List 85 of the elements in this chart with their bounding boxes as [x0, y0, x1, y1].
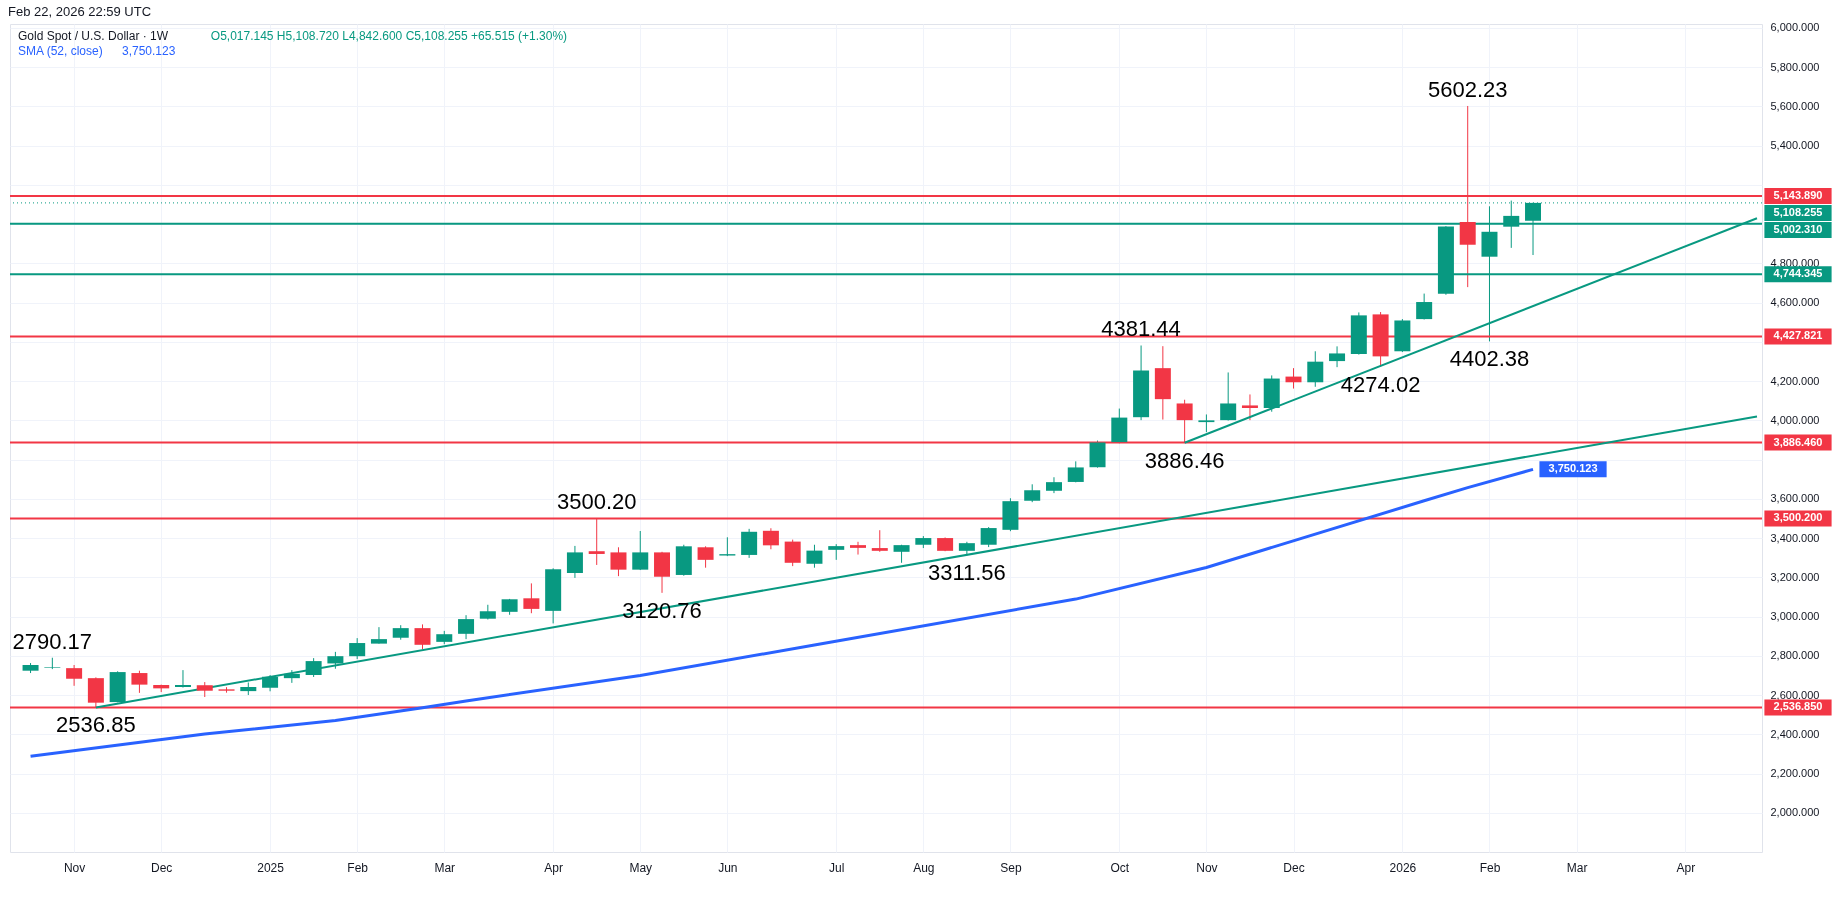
candlestick: [174, 669, 191, 689]
candlestick: [1307, 350, 1324, 388]
x-tick-label: Dec: [1283, 860, 1305, 875]
x-tick-label: Mar: [1566, 860, 1588, 875]
candlestick: [458, 614, 475, 640]
ref-line-label: 5,108.255: [1773, 205, 1823, 218]
candlestick: [697, 545, 714, 569]
y-tick-label: 2,000.000: [1770, 806, 1820, 819]
x-tick-label: Nov: [63, 860, 86, 875]
y-tick-label: 5,800.000: [1770, 60, 1820, 73]
candlestick: [131, 670, 148, 694]
candlestick: [806, 544, 823, 569]
annotation: 2536.85: [56, 712, 136, 738]
candlestick: [632, 530, 649, 571]
candlestick: [1241, 393, 1258, 421]
data-label: 3,750.123: [1548, 462, 1598, 475]
ref-line-label: 3,886.460: [1773, 435, 1823, 448]
ref-line-label: 5,002.310: [1773, 222, 1823, 235]
text: SMA (52, close): [18, 44, 103, 58]
ref-line-label: 4,744.345: [1773, 267, 1823, 280]
candlestick: [349, 637, 366, 660]
annotation: O5,017.145 H5,108.720 L4,842.600 C5,108.255 +65.515 (+1.30%): [210, 29, 568, 43]
y-tick-label: 4,000.000: [1770, 413, 1820, 426]
y-tick-label: 5,400.000: [1770, 139, 1820, 152]
candlestick: [610, 546, 627, 577]
annotation: 3886.46: [1144, 447, 1225, 473]
candlestick: [414, 623, 431, 650]
x-tick-label: Sep: [1000, 860, 1022, 875]
x-tick-label: Oct: [1110, 860, 1130, 875]
candlestick: [283, 669, 300, 684]
y-tick-label: 6,000.000: [1770, 21, 1820, 34]
ref-line-label: 4,427.821: [1773, 329, 1823, 342]
x-tick-label: Jun: [718, 860, 738, 875]
y-tick-label: 3,000.000: [1770, 610, 1820, 623]
ref-line-label: 2,536.850: [1773, 700, 1823, 713]
chart-subtitle: Feb 22, 2026 22:59 UTC: [8, 4, 152, 19]
y-tick-label: 3,400.000: [1770, 531, 1820, 544]
x-tick-label: Dec: [151, 860, 173, 875]
annotation: 4274.02: [1340, 371, 1421, 397]
candlestick: [44, 657, 61, 670]
candlestick: [1220, 371, 1237, 422]
candlestick: [741, 528, 758, 559]
y-tick-label: 4,200.000: [1770, 374, 1820, 387]
y-tick-label: 2,400.000: [1770, 727, 1820, 740]
x-tick-label: 2026: [1389, 860, 1417, 875]
y-tick-label: 3,200.000: [1770, 570, 1820, 583]
candlestick: [66, 664, 83, 687]
annotation: 4381.44: [1101, 316, 1181, 342]
candlestick: [980, 526, 997, 548]
x-tick-label: Feb: [347, 860, 369, 875]
candlestick: [566, 545, 583, 579]
y-tick-label: 4,600.000: [1770, 296, 1820, 309]
x-tick-label: Aug: [913, 860, 935, 875]
candlestick: [784, 539, 801, 567]
annotation: 3311.56: [927, 560, 1006, 586]
y-tick-label: 2,200.000: [1770, 767, 1820, 780]
candlestick: [871, 529, 888, 553]
candlestick: [762, 527, 779, 550]
x-tick-label: Apr: [544, 860, 563, 875]
x-tick-label: Nov: [1196, 860, 1218, 875]
candlestick: [523, 582, 540, 614]
candlestick: [305, 657, 322, 678]
ref-line-label: 5,143.890: [1773, 188, 1823, 201]
x-tick-label: Feb: [1479, 860, 1501, 875]
chart-title: Gold Spot / U.S. Dollar · 1W: [18, 29, 169, 43]
x-tick-label: Mar: [434, 860, 456, 875]
ref-line-label: 3,500.200: [1773, 511, 1823, 524]
candlestick: [1329, 345, 1346, 368]
annotation: 5602.23: [1427, 76, 1508, 102]
x-tick-label: May: [629, 860, 653, 875]
y-tick-label: 5,600.000: [1770, 99, 1820, 112]
y-tick-label: 2,800.000: [1770, 649, 1820, 662]
annotation: 3500.20: [556, 489, 637, 515]
candlestick: [370, 626, 387, 645]
candlestick: [850, 541, 866, 556]
y-tick-label: 4,800.000: [1770, 256, 1820, 269]
candlestick: [1416, 293, 1433, 320]
annotation: 3,750.123: [122, 44, 176, 58]
x-tick-label: 2025: [257, 860, 285, 875]
annotation: 2790.17: [12, 628, 93, 654]
y-tick-label: 2,600.000: [1770, 688, 1820, 701]
annotation: 4402.38: [1449, 346, 1530, 372]
x-tick-label: Apr: [1676, 860, 1696, 875]
y-tick-label: 3,600.000: [1770, 492, 1820, 505]
x-tick-label: Jul: [829, 860, 845, 875]
